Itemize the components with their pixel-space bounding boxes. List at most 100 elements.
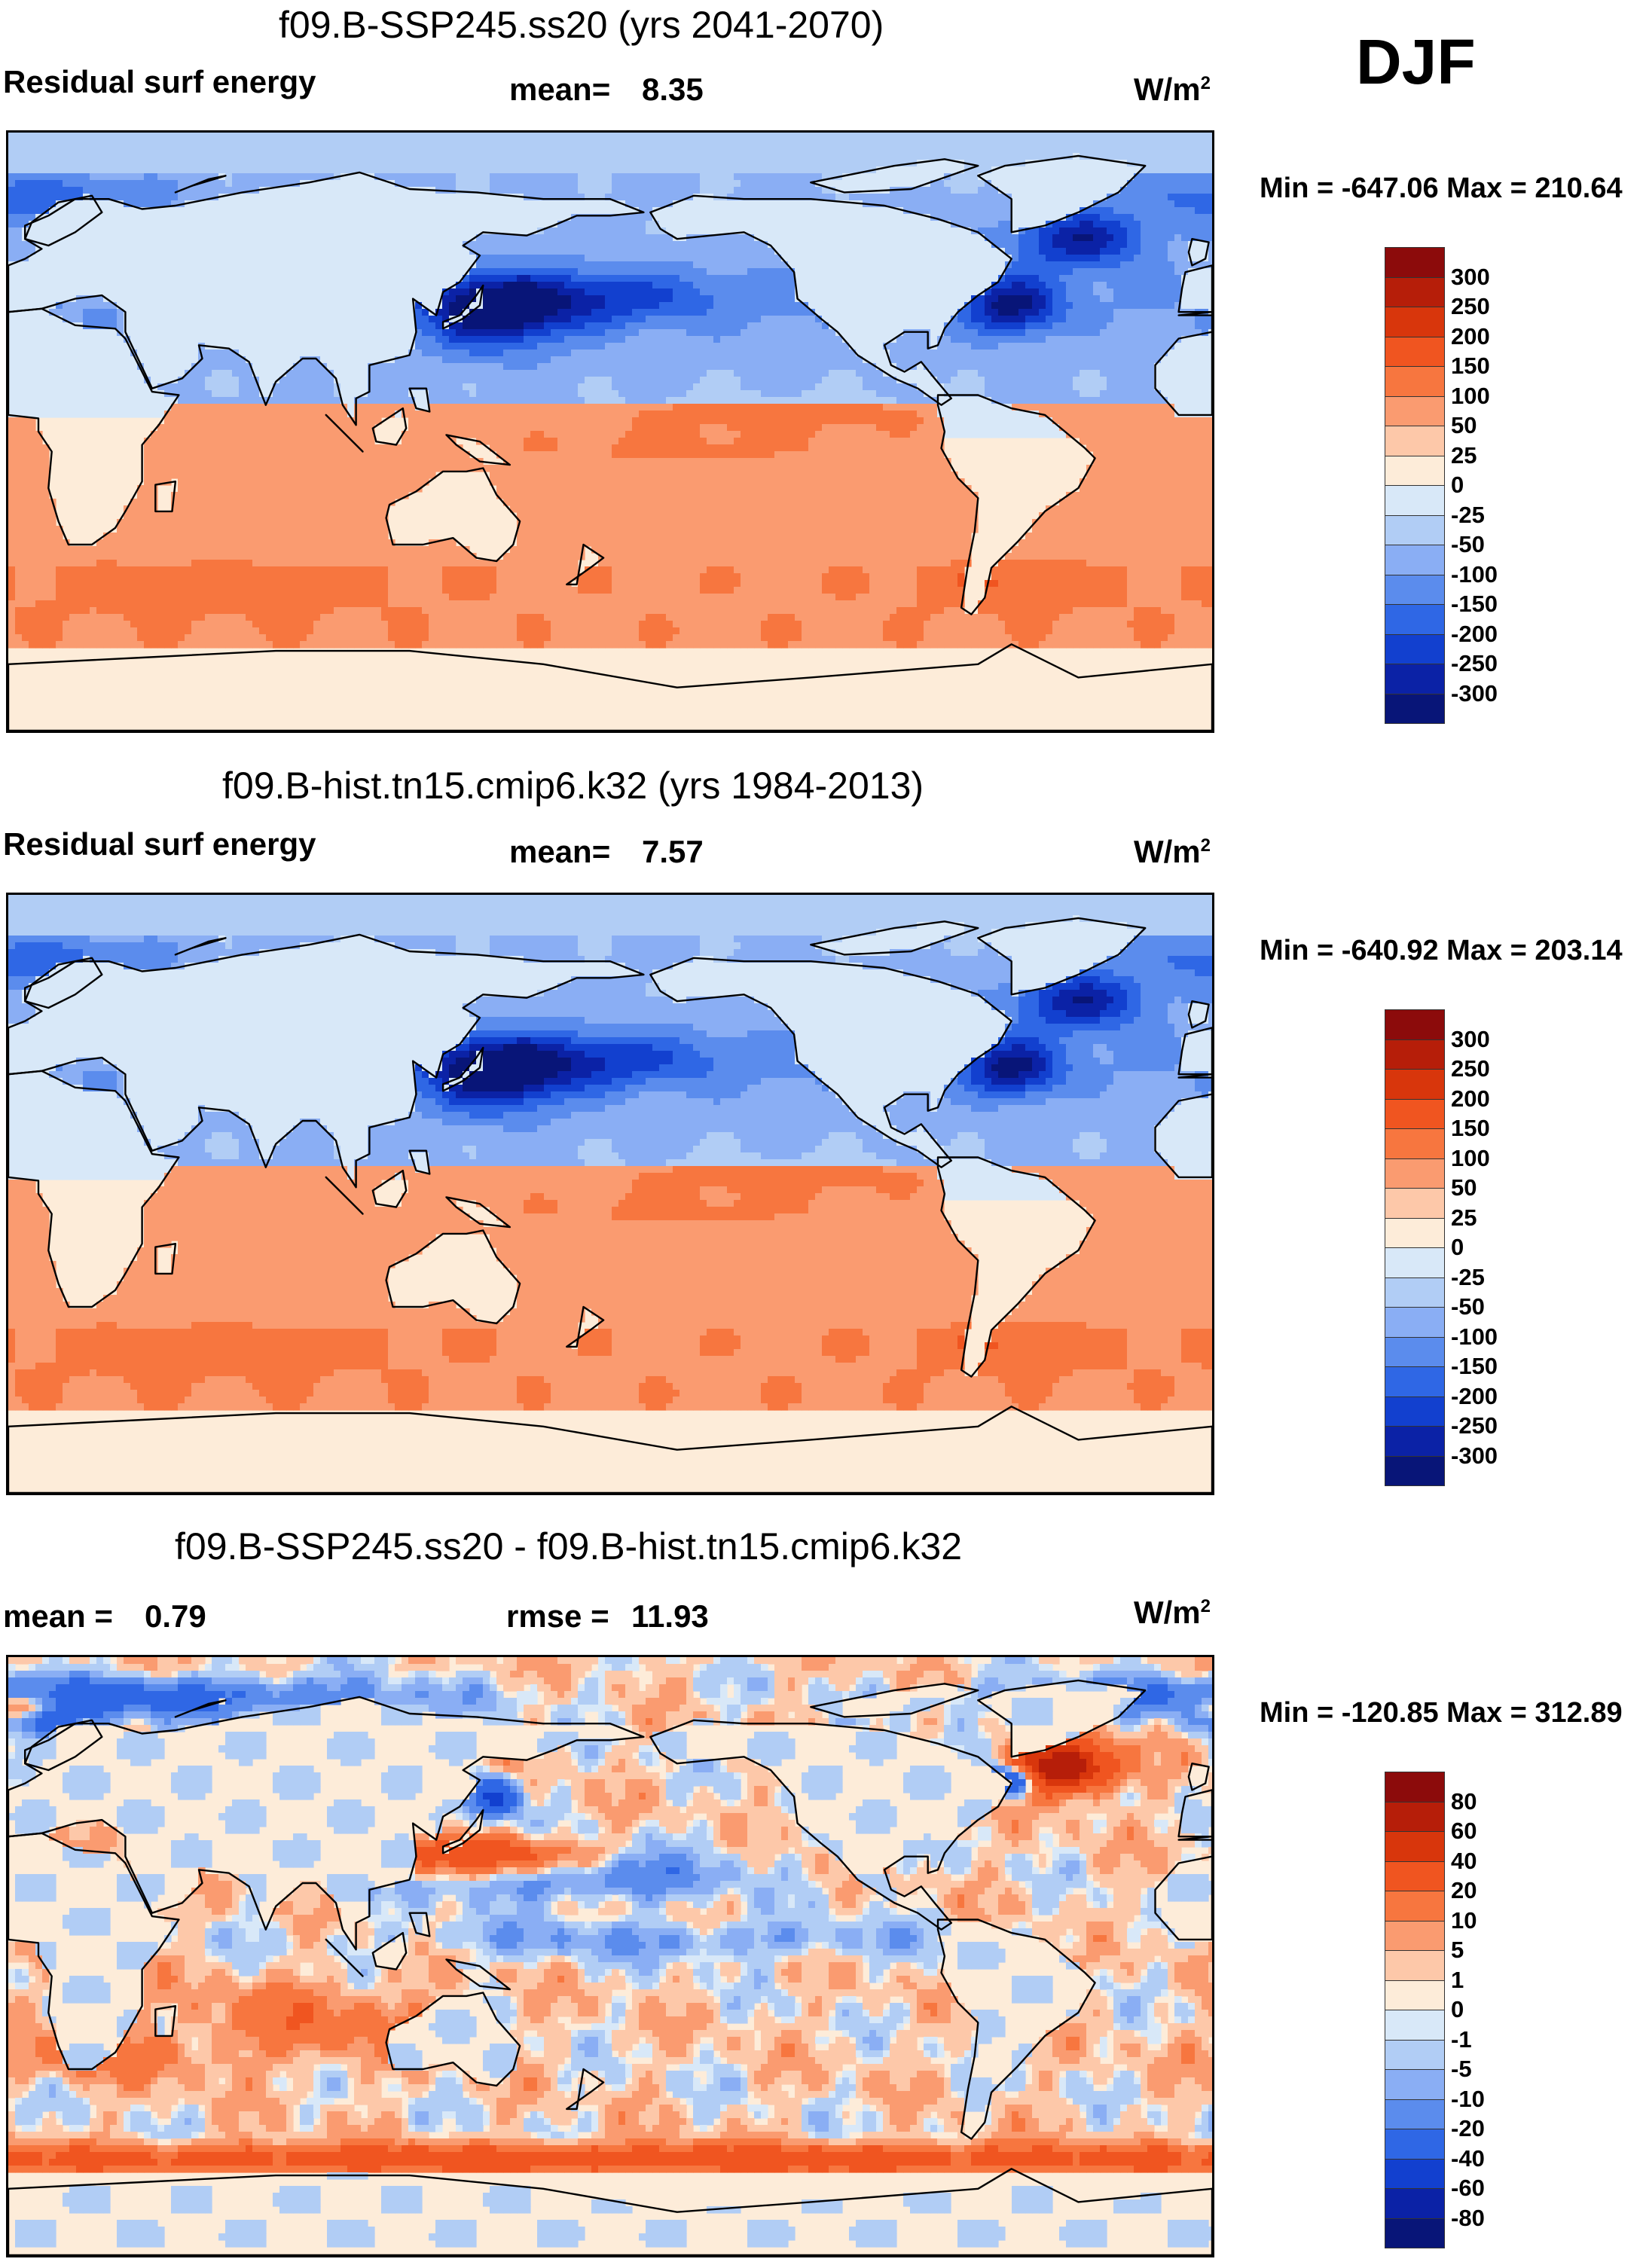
colorbar-swatch [1385, 1128, 1445, 1159]
panel-2-variable-label: Residual surf energy [3, 829, 316, 860]
colorbar-swatch [1385, 2129, 1445, 2160]
colorbar-swatch [1385, 1860, 1445, 1891]
colorbar-swatch [1385, 2099, 1445, 2129]
colorbar-swatch [1385, 574, 1445, 605]
panel-2-mean-label: mean= [509, 836, 610, 868]
colorbar-tick-label: -25 [1451, 503, 1485, 527]
panel-2-minmax: Min = -640.92 Max = 203.14 [1260, 936, 1623, 965]
coastlines [8, 154, 1212, 731]
panel-2-mean-value: 7.57 [642, 836, 704, 868]
colorbar-swatch [1385, 1920, 1445, 1951]
colorbar-tick-label: 100 [1451, 1146, 1490, 1170]
panel-1-map [6, 130, 1214, 733]
panel-3-mean-value: 0.79 [145, 1601, 206, 1632]
colorbar-tick-label: 0 [1451, 1998, 1464, 2021]
colorbar-tick-label: 25 [1451, 444, 1477, 467]
colorbar-swatch [1385, 426, 1445, 456]
panel-1-variable-label: Residual surf energy [3, 66, 316, 98]
colorbar-tick-label: -200 [1451, 622, 1498, 646]
colorbar-tick-label: 200 [1451, 325, 1490, 348]
colorbar-swatch [1385, 693, 1445, 724]
colorbar-swatch [1385, 2010, 1445, 2041]
colorbar-swatch [1385, 1366, 1445, 1397]
colorbar-swatch [1385, 336, 1445, 367]
colorbar-swatch [1385, 1396, 1445, 1427]
colorbar-tick-label: 60 [1451, 1819, 1477, 1842]
colorbar-tick-label: 20 [1451, 1879, 1477, 1902]
colorbar-tick-label: 0 [1451, 473, 1464, 496]
colorbar-swatch [1385, 1188, 1445, 1219]
colorbar-tick-label: 300 [1451, 1027, 1490, 1051]
colorbar-tick-label: -250 [1451, 1414, 1498, 1437]
colorbar-swatch [1385, 1426, 1445, 1457]
panel-3-rmse-label: rmse = [506, 1601, 609, 1632]
panel-2-map [6, 893, 1214, 1495]
map-field [8, 133, 1212, 649]
colorbar-swatch [1385, 455, 1445, 486]
panel-1-mean-value: 8.35 [642, 74, 704, 105]
map-field [8, 895, 1212, 1411]
colorbar-tick-label: -40 [1451, 2147, 1485, 2170]
colorbar-tick-label: 0 [1451, 1235, 1464, 1259]
colorbar-tick-label: 50 [1451, 1176, 1477, 1199]
colorbar-tick-label: -100 [1451, 1325, 1498, 1348]
colorbar-tick-label: -300 [1451, 682, 1498, 705]
colorbar-tick-label: -200 [1451, 1384, 1498, 1408]
colorbar-tick-label: -25 [1451, 1265, 1485, 1289]
colorbar-swatch [1385, 664, 1445, 694]
colorbar-tick-label: 25 [1451, 1206, 1477, 1229]
colorbar-swatch [1385, 395, 1445, 426]
panel-3-map [6, 1655, 1214, 2257]
colorbar-swatch [1385, 545, 1445, 575]
colorbar-swatch [1385, 1950, 1445, 1981]
panel-3-mean-label: mean = [3, 1601, 113, 1632]
colorbar-swatch [1385, 1069, 1445, 1100]
colorbar-swatch [1385, 1277, 1445, 1308]
colorbar-tick-label: 40 [1451, 1849, 1477, 1873]
colorbar-tick-label: 300 [1451, 265, 1490, 288]
season-label: DJF [1356, 30, 1476, 93]
colorbar-swatch [1385, 2069, 1445, 2100]
colorbar-swatch [1385, 1980, 1445, 2010]
colorbar-tick-label: -10 [1451, 2087, 1485, 2111]
colorbar-swatch [1385, 2188, 1445, 2219]
panel-3-title: f09.B-SSP245.ss20 - f09.B-hist.tn15.cmip… [175, 1528, 962, 1565]
colorbar-swatch [1385, 247, 1445, 278]
colorbar-tick-label: -300 [1451, 1444, 1498, 1467]
coastlines [8, 1679, 1212, 2255]
panel-1-minmax: Min = -647.06 Max = 210.64 [1260, 174, 1623, 203]
colorbar-swatch [1385, 1247, 1445, 1278]
colorbar-swatch [1385, 2039, 1445, 2070]
colorbar-swatch [1385, 276, 1445, 307]
panel-3-rmse-value: 11.93 [631, 1601, 709, 1632]
colorbar-tick-label: 150 [1451, 354, 1490, 377]
colorbar-tick-label: 10 [1451, 1909, 1477, 1932]
colorbar-swatch [1385, 1009, 1445, 1040]
colorbar-tick-label: 250 [1451, 295, 1490, 318]
colorbar-swatch [1385, 1772, 1445, 1802]
colorbar-swatch [1385, 633, 1445, 664]
colorbar-tick-label: -50 [1451, 1295, 1485, 1318]
colorbar-tick-label: -50 [1451, 533, 1485, 556]
colorbar-tick-label: 250 [1451, 1057, 1490, 1080]
colorbar-swatch [1385, 1336, 1445, 1367]
panel-1-mean-label: mean= [509, 74, 610, 105]
colorbar-tick-label: -150 [1451, 592, 1498, 615]
colorbar-tick-label: 200 [1451, 1087, 1490, 1110]
panel-1-map-svg [8, 133, 1212, 731]
colorbar-tick-label: 50 [1451, 414, 1477, 437]
colorbar-swatch [1385, 604, 1445, 635]
colorbar-swatch [1385, 514, 1445, 545]
colorbar-tick-label: -150 [1451, 1354, 1498, 1378]
colorbar-swatch [1385, 2218, 1445, 2248]
colorbar-swatch [1385, 307, 1445, 337]
colorbar-tick-label: 80 [1451, 1790, 1477, 1813]
map-field [8, 1657, 1212, 2248]
colorbar-swatch [1385, 1891, 1445, 1922]
colorbar-swatch [1385, 1831, 1445, 1862]
colorbar-tick-label: -1 [1451, 2028, 1472, 2051]
colorbar-tick-label: 150 [1451, 1116, 1490, 1140]
panel-2-title: f09.B-hist.tn15.cmip6.k32 (yrs 1984-2013… [222, 767, 924, 804]
panel-1-units: W/m2 [1134, 74, 1211, 105]
panel-3-units: W/m2 [1134, 1597, 1211, 1629]
